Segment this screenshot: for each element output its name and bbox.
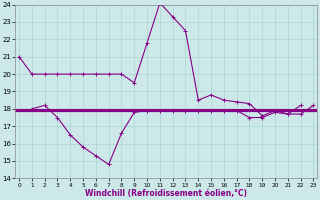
X-axis label: Windchill (Refroidissement éolien,°C): Windchill (Refroidissement éolien,°C) <box>85 189 247 198</box>
